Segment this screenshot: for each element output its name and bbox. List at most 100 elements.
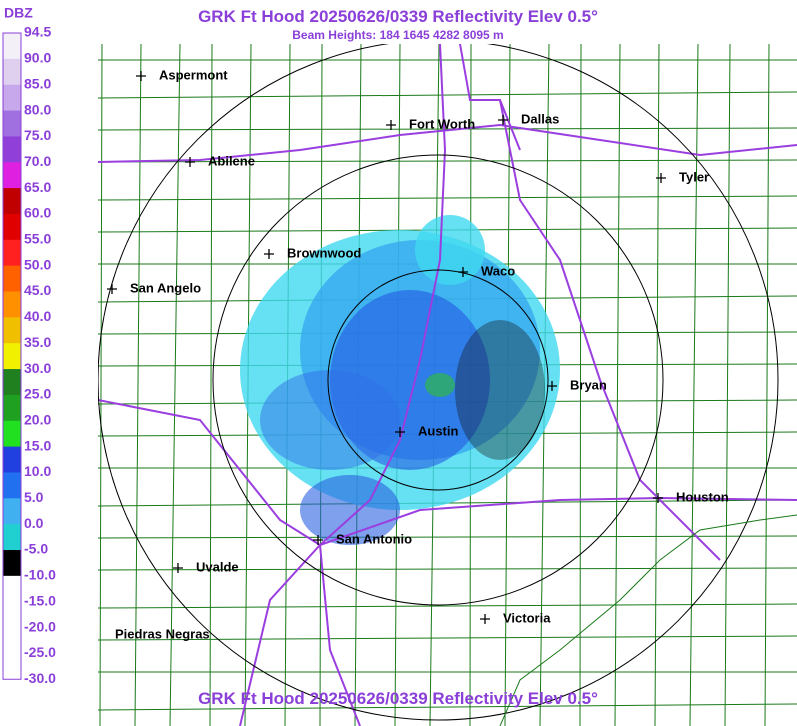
city-marker (386, 120, 396, 130)
legend-swatch (3, 575, 21, 603)
county-line (98, 159, 797, 163)
legend-label: 15.0 (24, 437, 51, 453)
map-area: Aspermont Fort Worth Dallas Abilene Tyler Bro… (98, 44, 797, 726)
legend-label: 75.0 (24, 127, 51, 143)
legend-swatch (3, 136, 21, 163)
legend-title: DBZ (4, 5, 33, 21)
county-line (209, 44, 213, 726)
city-label: Bryan (570, 377, 607, 392)
legend-label: 40.0 (24, 308, 51, 324)
legend-label: 55.0 (24, 231, 51, 247)
radar-echo (240, 215, 560, 545)
city-label: Austin (418, 423, 459, 438)
city-marker (653, 493, 663, 503)
county-line (98, 567, 797, 571)
city-marker (173, 563, 183, 573)
legend-label: 10.0 (24, 463, 51, 479)
county-line (614, 44, 621, 726)
legend-swatch (3, 653, 21, 680)
legend-label: -5.0 (24, 541, 48, 557)
subtitle: Beam Heights: 184 1645 4282 8095 m (292, 28, 503, 42)
county-line (654, 44, 660, 726)
range-rings (98, 44, 779, 721)
legend-swatch (3, 627, 21, 654)
legend-swatch (3, 58, 21, 86)
county-line (764, 44, 770, 726)
legend-swatch (3, 33, 21, 60)
county-line (98, 603, 797, 609)
legend-swatch (3, 369, 21, 396)
title: GRK Ft Hood 20250626/0339 Reflectivity E… (198, 7, 598, 26)
city-label: Piedras Negras (115, 626, 210, 641)
legend-swatch (3, 601, 21, 629)
city-label: Brownwood (287, 245, 361, 260)
county-line (98, 535, 797, 539)
city-marker (107, 284, 117, 294)
city-marker (185, 157, 195, 167)
county-line (98, 703, 797, 711)
legend-swatch (3, 343, 21, 370)
city-label: Abilene (208, 153, 255, 168)
footer-title: GRK Ft Hood 20250626/0339 Reflectivity E… (198, 689, 598, 708)
city-label: San Angelo (130, 280, 201, 295)
city-label: Houston (676, 489, 729, 504)
legend-label: -15.0 (24, 592, 56, 608)
legend-label: 50.0 (24, 256, 51, 272)
legend-label: 0.0 (24, 515, 44, 531)
legend-swatch (3, 291, 21, 318)
city-label: Fort Worth (409, 116, 475, 131)
county-line (579, 44, 582, 726)
legend-label: -30.0 (24, 670, 56, 686)
city-marker (480, 614, 490, 624)
legend-swatch (3, 550, 21, 577)
legend-label: 25.0 (24, 386, 51, 402)
legend-swatch (3, 472, 21, 499)
city-marker (547, 381, 557, 391)
county-line (99, 44, 103, 726)
legend-label: 80.0 (24, 101, 51, 117)
legend-label: -25.0 (24, 644, 56, 660)
legend-frame (2, 32, 22, 680)
legend-swatch (3, 524, 21, 551)
legend-label: 90.0 (24, 50, 51, 66)
city-marker (656, 173, 666, 183)
county-line (724, 44, 731, 726)
city-marker (458, 267, 468, 277)
legend-label: -20.0 (24, 618, 56, 634)
legend-swatch (3, 84, 21, 112)
legend-swatch (3, 188, 21, 215)
legend-swatch (3, 213, 21, 241)
legend-swatch (3, 498, 21, 525)
county-line (689, 44, 699, 726)
city-label: Aspermont (159, 67, 228, 82)
city-label: Uvalde (196, 559, 239, 574)
county-line (98, 127, 797, 131)
city-marker (498, 115, 508, 125)
legend-swatch (3, 162, 21, 189)
city-label: Victoria (503, 610, 551, 625)
legend-label: 5.0 (24, 489, 44, 505)
city-label: San Antonio (336, 531, 412, 546)
legend-label: 85.0 (24, 75, 51, 91)
highways (98, 44, 797, 726)
city-label: Waco (481, 263, 515, 278)
legend-swatch (3, 446, 21, 473)
legend-label: 65.0 (24, 179, 51, 195)
county-line (98, 635, 797, 641)
legend-swatch (3, 394, 21, 422)
city-marker (136, 71, 146, 81)
legend-swatch (3, 239, 21, 267)
city-marker (395, 427, 405, 437)
legend-label: 35.0 (24, 334, 51, 350)
city-label: Dallas (521, 111, 559, 126)
legend-label: 30.0 (24, 360, 51, 376)
city-marker (264, 249, 274, 259)
city-label: Tyler (679, 169, 709, 184)
legend-label: 60.0 (24, 205, 51, 221)
county-line (134, 44, 142, 726)
legend-swatch (3, 317, 21, 344)
legend-label: 45.0 (24, 282, 51, 298)
city-marker (313, 535, 323, 545)
legend-swatch (3, 110, 21, 137)
